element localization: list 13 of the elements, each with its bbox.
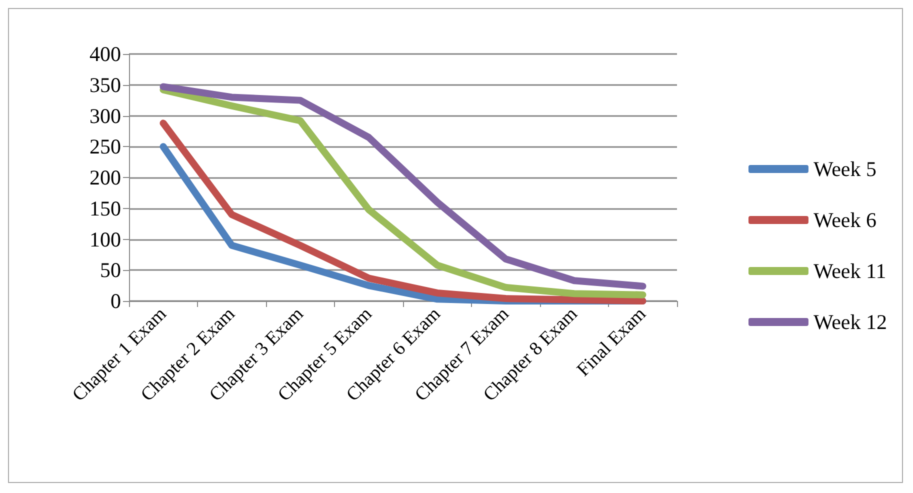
y-tick-label: 200 [90,166,121,190]
legend-label: Week 5 [813,157,876,181]
y-tick-label: 150 [90,196,121,220]
y-tick-label: 350 [90,72,121,97]
y-tick-label: 50 [100,258,121,282]
y-tick-label: 400 [90,42,121,66]
legend-label: Week 11 [813,259,886,283]
legend-label: Week 12 [813,310,887,334]
legend-label: Week 6 [813,208,876,232]
y-tick-label: 0 [110,289,121,313]
y-tick-label: 300 [90,104,121,128]
y-tick-label: 250 [90,134,121,159]
y-tick-label: 100 [90,227,121,252]
